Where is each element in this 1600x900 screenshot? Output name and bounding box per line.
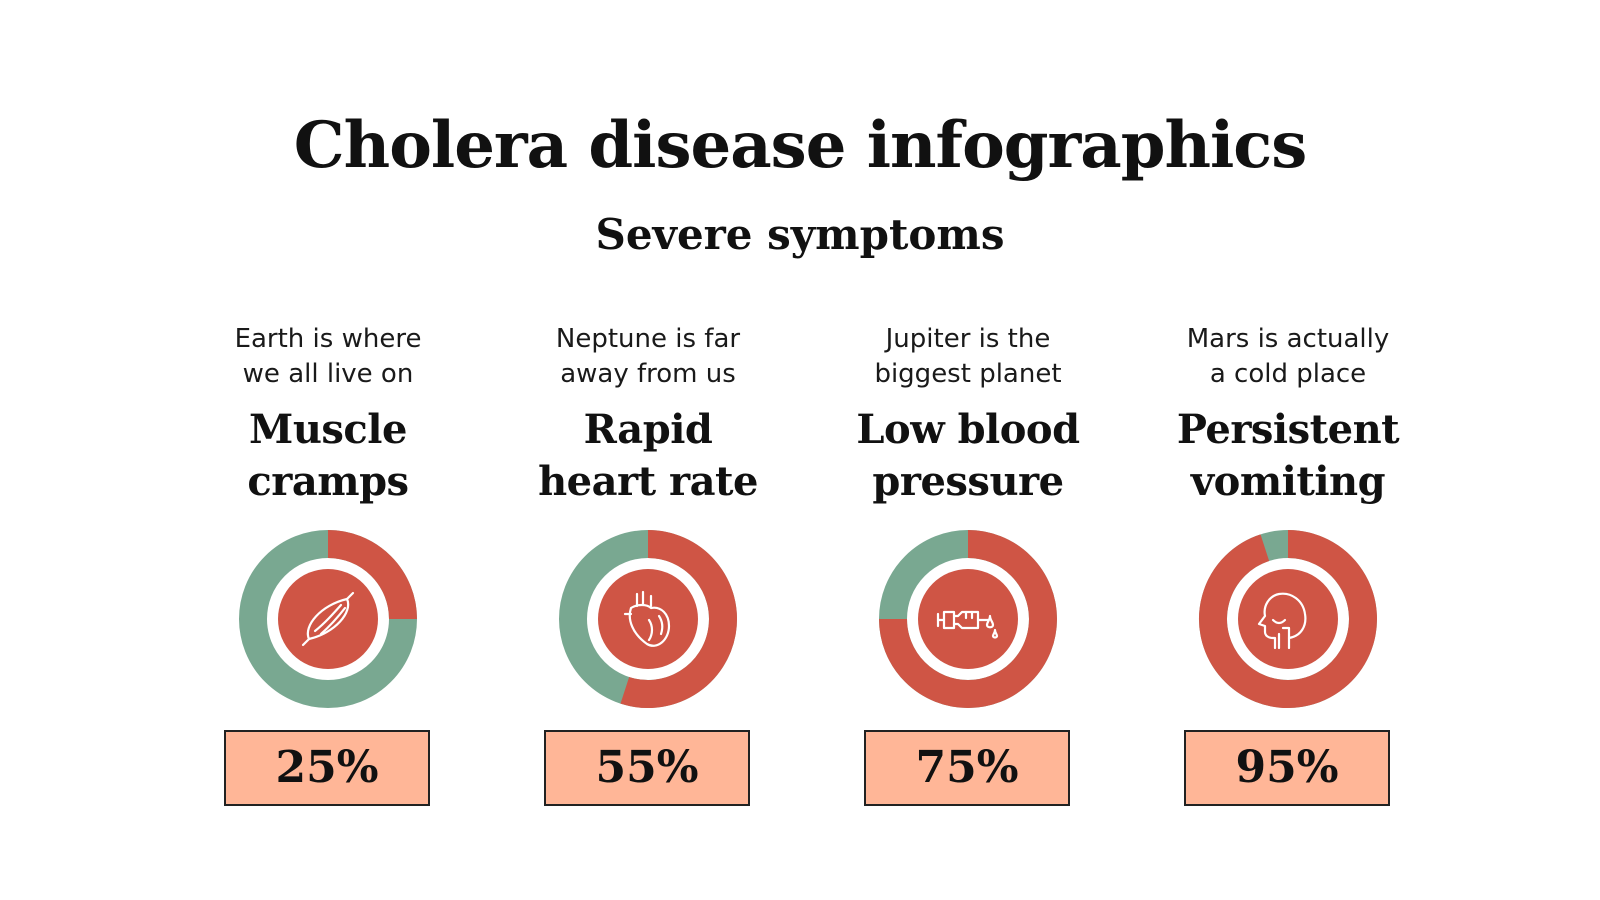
symptom-name-line: Low blood <box>856 406 1080 453</box>
page-title: Cholera disease infographics <box>293 108 1308 183</box>
symptom-name-line: pressure <box>872 458 1064 505</box>
page-subtitle: Severe symptoms <box>595 210 1005 259</box>
description-line: we all live on <box>242 359 414 389</box>
percentage-box: 95% <box>1184 730 1390 806</box>
donut-chart <box>237 528 419 710</box>
symptom-name-line: cramps <box>247 458 409 505</box>
muscle-icon <box>301 591 355 647</box>
description-line: Earth is where <box>234 324 422 354</box>
symptom-description: Mars is actually a cold place <box>1138 322 1438 392</box>
symptom-card-persistent-vomiting: Mars is actually a cold place Persistent… <box>1138 322 1438 822</box>
head-profile-icon <box>1257 592 1307 650</box>
symptom-card-low-blood-pressure: Jupiter is the biggest planet Low blood … <box>818 322 1118 822</box>
donut-chart <box>557 528 739 710</box>
donut-center <box>598 569 698 669</box>
symptom-name-line: vomiting <box>1190 458 1386 505</box>
donut-value-arc <box>327 530 417 620</box>
percentage-box: 55% <box>544 730 750 806</box>
description-line: Mars is actually <box>1186 324 1390 354</box>
percentage-box: 25% <box>224 730 430 806</box>
symptom-name: Muscle cramps <box>158 404 498 508</box>
symptom-name: Low blood pressure <box>798 404 1138 508</box>
donut-value-arc <box>1199 530 1377 708</box>
symptom-name: Persistent vomiting <box>1118 404 1458 508</box>
description-line: Jupiter is the <box>885 324 1051 354</box>
symptom-name-line: Persistent <box>1176 406 1400 453</box>
symptom-description: Neptune is far away from us <box>498 322 798 392</box>
description-line: away from us <box>560 359 736 389</box>
heart-icon <box>623 590 671 647</box>
symptom-name-line: heart rate <box>538 458 758 505</box>
symptom-name-line: Rapid <box>583 406 713 453</box>
donut-value-arc <box>620 530 737 708</box>
symptom-card-rapid-heart-rate: Neptune is far away from us Rapid heart … <box>498 322 798 822</box>
donut-center <box>918 569 1018 669</box>
symptom-description: Jupiter is the biggest planet <box>818 322 1118 392</box>
donut-value-arc <box>879 530 1057 708</box>
symptom-name: Rapid heart rate <box>478 404 818 508</box>
description-line: biggest planet <box>874 359 1062 389</box>
donut-chart <box>877 528 1059 710</box>
percentage-box: 75% <box>864 730 1070 806</box>
symptom-name-line: Muscle <box>249 406 407 453</box>
symptom-card-muscle-cramps: Earth is where we all live on Muscle cra… <box>178 322 478 822</box>
iv-drip-icon <box>936 610 999 639</box>
donut-chart <box>1197 528 1379 710</box>
donut-center <box>1238 569 1338 669</box>
description-line: Neptune is far <box>555 324 741 354</box>
symptom-description: Earth is where we all live on <box>178 322 478 392</box>
description-line: a cold place <box>1209 359 1367 389</box>
